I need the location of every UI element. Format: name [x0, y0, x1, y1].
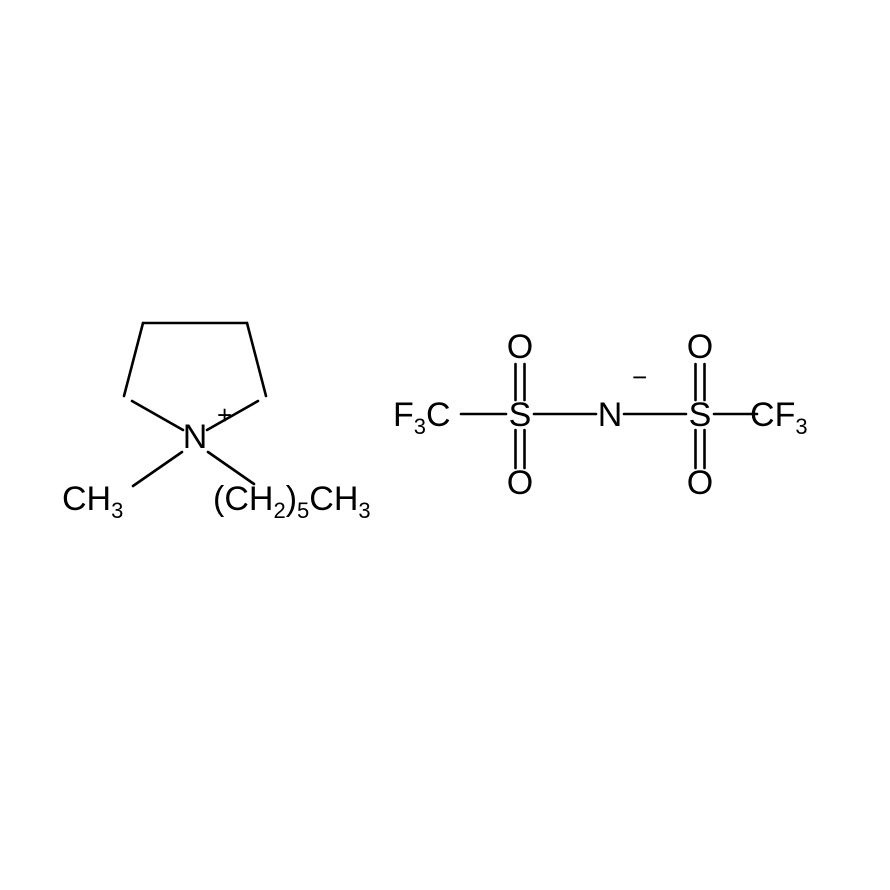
n5-sub: 5 [297, 498, 309, 523]
methyl-left-label: CH3 [62, 480, 123, 523]
cf3-right-label: CF3 [750, 396, 808, 439]
o1a-label: O [507, 328, 533, 366]
s2-label: S [689, 396, 712, 434]
s1-label: S [509, 396, 532, 434]
o2b-label: O [687, 464, 713, 502]
cation-bond-lines [124, 323, 266, 486]
cf3-left-label: F3C [393, 396, 451, 439]
f-right: F [775, 396, 796, 434]
f3-left-sub: 3 [414, 414, 426, 439]
ch2-sub: 2 [273, 498, 285, 523]
o2a-label: O [687, 328, 713, 366]
cation-pyrrolidinium: N + CH3 (CH2)5CH3 [0, 0, 371, 523]
c-left: C [426, 396, 451, 434]
tail-ch: CH [309, 480, 358, 518]
ch3-sub: 3 [111, 498, 123, 523]
minus-charge-icon: − [632, 362, 647, 392]
structure-svg: N + CH3 (CH2)5CH3 N − S S O O O O F3C CF… [0, 0, 890, 890]
anion-bistriflimide: N − S S O O O O F3C CF3 [393, 328, 808, 502]
open-ch2: (CH [213, 480, 273, 518]
nitrogen-label: N [183, 418, 208, 456]
anion-n-label: N [598, 396, 623, 434]
paren-close: ) [286, 480, 297, 518]
ch3-sub2: 3 [358, 498, 370, 523]
o1b-label: O [507, 464, 533, 502]
c-right: C [750, 396, 775, 434]
ch-text: CH [62, 480, 111, 518]
chemical-structure-diagram: N + CH3 (CH2)5CH3 N − S S O O O O F3C CF… [0, 0, 890, 890]
f3-right-sub: 3 [795, 414, 807, 439]
f-left: F [393, 396, 414, 434]
hexyl-right-label: (CH2)5CH3 [213, 480, 371, 523]
plus-charge-icon: + [217, 400, 232, 430]
